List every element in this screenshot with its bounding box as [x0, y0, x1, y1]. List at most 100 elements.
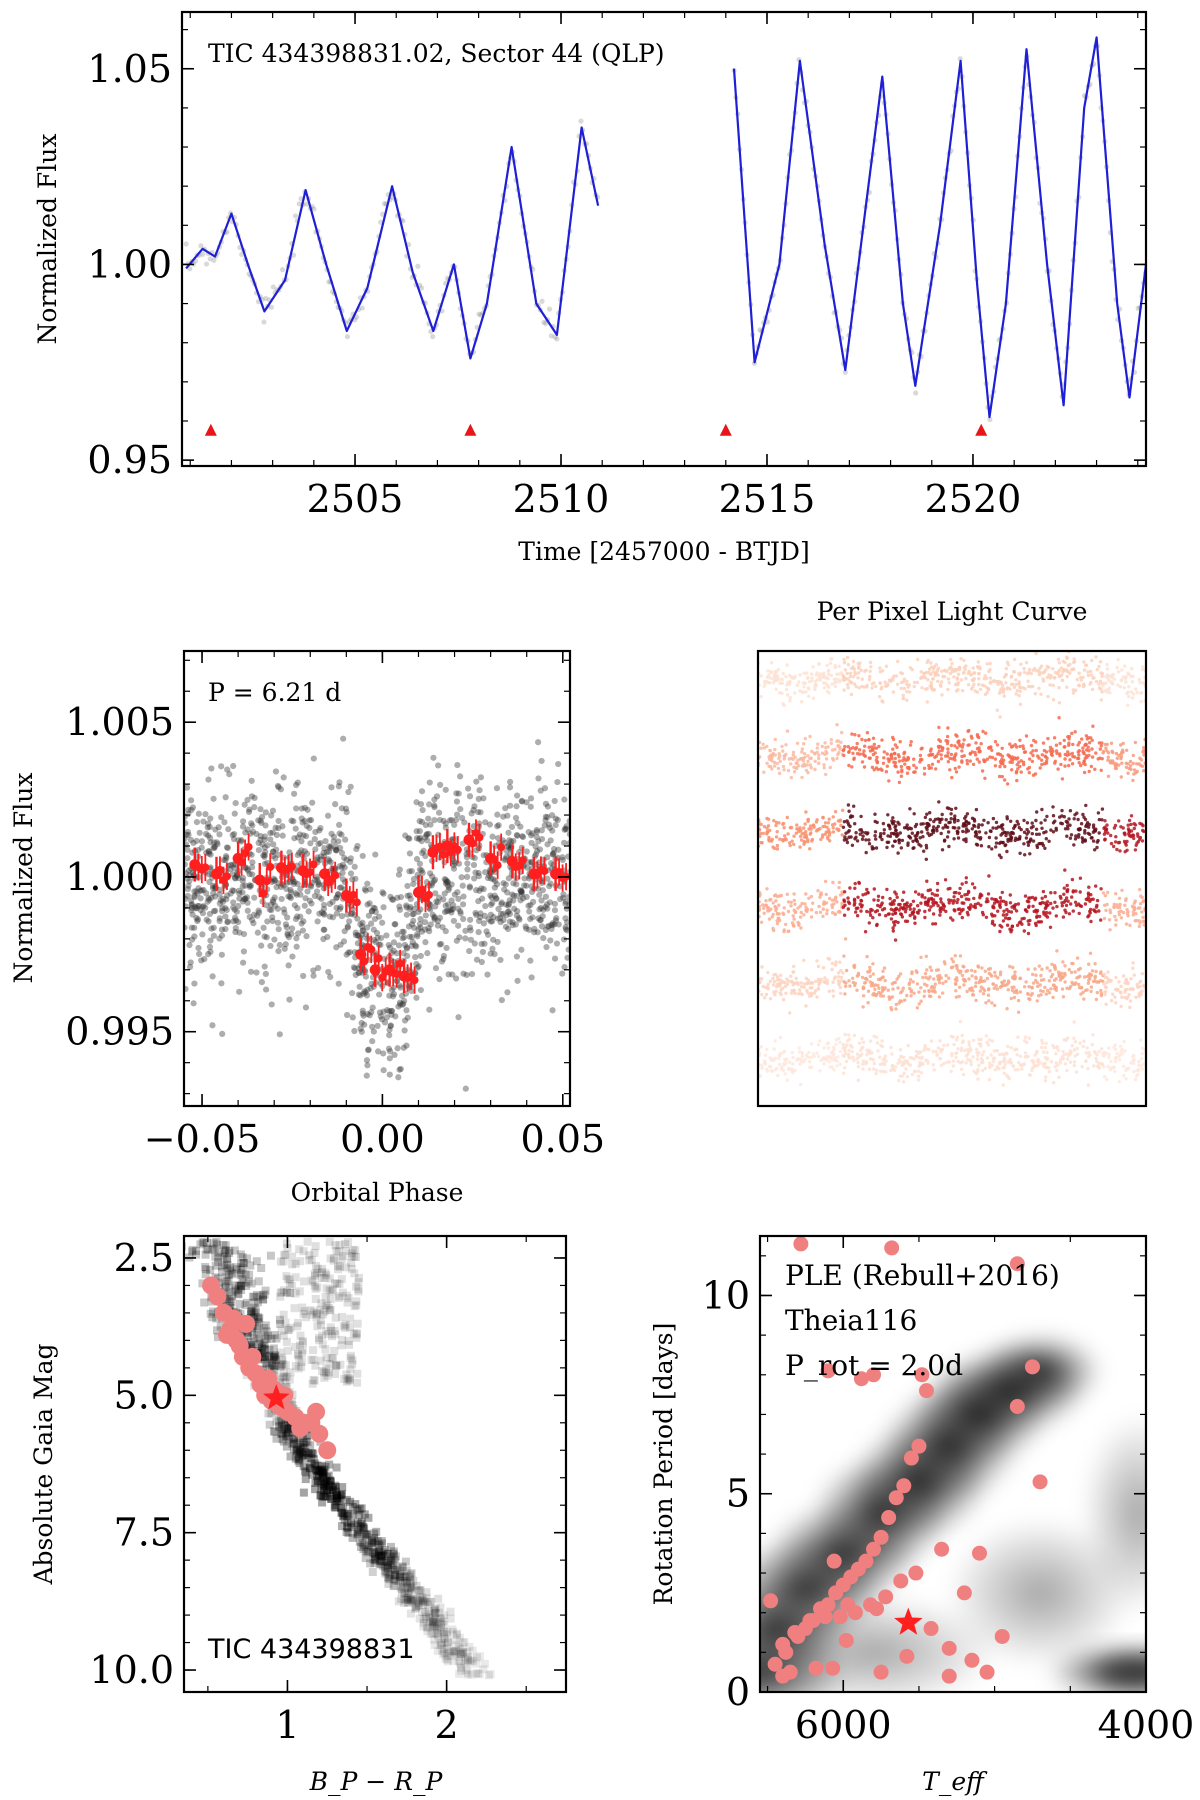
- pixel-datapoint: [911, 846, 915, 850]
- phasefold-datapoint: [523, 799, 530, 806]
- phasefold-datapoint: [357, 1025, 364, 1032]
- phasefold-datapoint: [504, 925, 512, 933]
- phasefold-datapoint: [315, 879, 322, 886]
- pixel-datapoint: [853, 733, 857, 737]
- phasefold-datapoint: [437, 940, 445, 948]
- phasefold-datapoint: [206, 848, 213, 855]
- phasefold-datapoint: [255, 907, 262, 914]
- phasefold-datapoint: [444, 879, 451, 886]
- pixel-datapoint: [1075, 956, 1080, 960]
- pixel-datapoint: [1006, 839, 1010, 843]
- phasefold-datapoint: [544, 813, 551, 821]
- phasefold-datapoint: [262, 986, 270, 993]
- phasefold-datapoint: [496, 914, 504, 922]
- pixel-datapoint: [891, 690, 896, 694]
- pixel-datapoint: [781, 822, 785, 826]
- pixel-datapoint: [1126, 671, 1130, 675]
- pixel-datapoint: [810, 837, 815, 842]
- pixel-datapoint: [870, 765, 875, 769]
- pixel-datapoint: [814, 910, 819, 915]
- lightcurve-datapoint: [291, 252, 297, 258]
- phasefold-datapoint: [365, 1046, 372, 1053]
- pixel-datapoint: [1080, 737, 1084, 741]
- phasefold-datapoint: [285, 934, 293, 941]
- pixel-datapoint: [830, 905, 835, 910]
- pixel-datapoint: [912, 763, 916, 768]
- pixel-datapoint: [973, 834, 978, 838]
- pixel-datapoint: [1128, 759, 1133, 764]
- pixel-datapoint: [856, 676, 860, 680]
- pixel-datapoint: [768, 997, 773, 1001]
- phasefold-datapoint: [317, 856, 324, 863]
- pixel-datapoint: [767, 917, 772, 921]
- pixel-datapoint: [1071, 742, 1075, 747]
- phasefold-datapoint: [206, 834, 214, 841]
- pixel-datapoint: [940, 848, 945, 852]
- phasefold-datapoint: [489, 833, 496, 840]
- phasefold-datapoint: [352, 875, 359, 882]
- pixel-datapoint: [962, 738, 966, 742]
- phasefold-datapoint: [416, 828, 423, 835]
- pixel-datapoint: [865, 731, 870, 735]
- phasefold-datapoint: [283, 924, 290, 931]
- phasefold-datapoint: [199, 903, 206, 911]
- pixel-datapoint: [1068, 823, 1072, 827]
- phasefold-datapoint: [261, 963, 268, 970]
- pixel-datapoint: [905, 698, 909, 702]
- pixel-datapoint: [941, 907, 946, 912]
- phasefold-datapoint: [489, 918, 496, 925]
- pixel-datapoint: [1133, 740, 1138, 745]
- pixel-datapoint: [901, 758, 905, 763]
- phasefold-datapoint: [364, 880, 371, 887]
- phasefold-datapoint: [206, 910, 214, 918]
- pixel-datapoint: [930, 892, 934, 896]
- phasefold-datapoint: [379, 889, 386, 896]
- pixel-datapoint: [1045, 675, 1050, 680]
- phasefold-datapoint: [190, 1000, 197, 1007]
- pixel-datapoint: [1009, 682, 1014, 687]
- phasefold-datapoint: [460, 915, 467, 923]
- pixel-datapoint: [799, 910, 803, 915]
- pixel-datapoint: [1060, 678, 1065, 682]
- pixel-datapoint: [977, 823, 981, 827]
- phasefold-datapoint: [415, 926, 422, 933]
- phasefold-datapoint: [363, 1072, 370, 1079]
- phasefold-datapoint: [306, 817, 313, 824]
- pixel-datapoint: [963, 893, 967, 897]
- pixel-datapoint: [842, 657, 846, 662]
- pixel-datapoint: [775, 919, 779, 923]
- pixel-datapoint: [927, 753, 931, 757]
- pixel-datapoint: [1122, 686, 1127, 690]
- pixel-datapoint: [794, 766, 798, 770]
- phasefold-datapoint: [336, 862, 344, 870]
- phasefold-datapoint: [193, 905, 201, 912]
- phasefold-datapoint: [445, 971, 452, 978]
- pixel-datapoint: [1083, 902, 1088, 906]
- pixel-datapoint: [1126, 690, 1130, 694]
- pixel-datapoint: [1136, 834, 1140, 838]
- pixel-datapoint: [853, 886, 857, 890]
- phasefold-datapoint: [315, 881, 322, 889]
- phasefold-datapoint: [210, 844, 217, 851]
- pixel-datapoint: [829, 741, 833, 746]
- phasefold-datapoint: [270, 848, 277, 855]
- phasefold-datapoint: [336, 905, 344, 913]
- phasefold-datapoint: [295, 930, 302, 937]
- pixel-datapoint: [833, 898, 837, 902]
- pixel-datapoint: [836, 743, 840, 748]
- pixel-datapoint: [761, 903, 765, 907]
- phasefold-datapoint: [316, 827, 323, 834]
- pixel-datapoint: [787, 673, 792, 678]
- phasefold-datapoint: [222, 794, 229, 801]
- phasefold-datapoint: [475, 873, 482, 880]
- phasefold-datapoint: [388, 1007, 395, 1015]
- pixel-datapoint: [802, 913, 806, 917]
- phasefold-datapoint: [396, 903, 403, 910]
- phasefold-datapoint: [450, 858, 458, 865]
- phasefold-datapoint: [406, 835, 413, 842]
- phasefold-datapoint: [445, 887, 452, 894]
- phasefold-datapoint: [222, 904, 229, 912]
- phasefold-datapoint: [338, 864, 345, 871]
- binned-point: [360, 957, 369, 966]
- pixel-datapoint: [931, 828, 935, 832]
